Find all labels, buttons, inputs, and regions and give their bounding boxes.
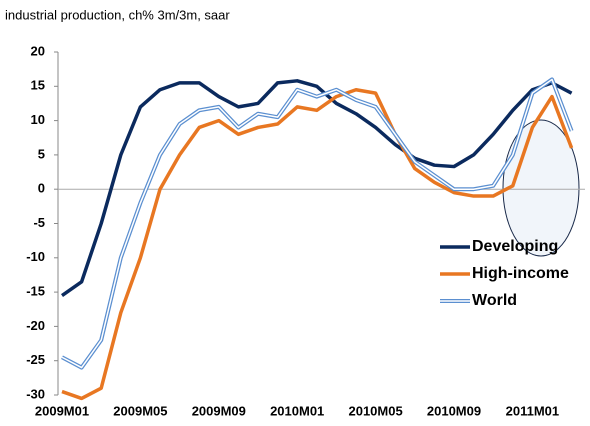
y-tick-label: 15 <box>31 78 45 93</box>
y-tick-label: -5 <box>33 215 45 230</box>
series-line <box>61 87 574 401</box>
legend-label: Developing <box>472 238 558 255</box>
legend-label: High-income <box>472 265 569 282</box>
y-tick-label: -15 <box>26 284 45 299</box>
x-tick-label: 2010M05 <box>348 403 402 418</box>
chart-title: industrial production, ch% 3m/3m, saar <box>5 7 230 22</box>
y-tick-label: 0 <box>38 181 45 196</box>
x-tick-label: 2011M01 <box>506 403 560 418</box>
series-line-outline <box>61 77 574 370</box>
y-tick-label: -20 <box>26 318 45 333</box>
y-tick-label: -25 <box>26 352 45 367</box>
x-tick-label: 2010M01 <box>270 403 324 418</box>
x-tick-label: 2009M09 <box>192 403 246 418</box>
x-tick-label: 2009M01 <box>35 403 89 418</box>
series-line <box>61 78 573 369</box>
series-line <box>60 79 573 297</box>
y-tick-label: -30 <box>26 386 45 401</box>
y-tick-label: 10 <box>31 112 45 127</box>
x-tick-label: 2009M05 <box>113 403 167 418</box>
y-tick-label: 20 <box>31 43 45 58</box>
x-tick-label: 2010M09 <box>427 403 481 418</box>
legend-label: World <box>472 292 517 309</box>
y-tick-label: 5 <box>38 146 45 161</box>
y-tick-label: -10 <box>26 249 45 264</box>
